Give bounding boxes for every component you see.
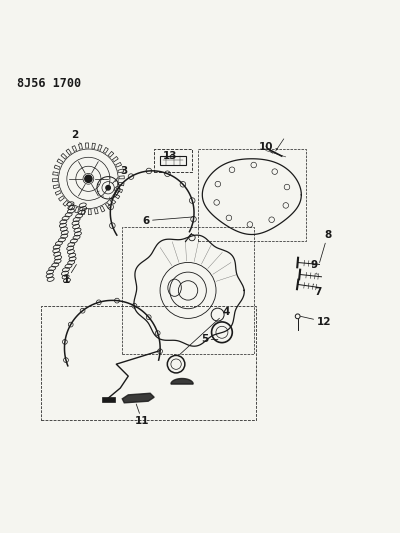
Text: 8J56 1700: 8J56 1700	[17, 77, 81, 90]
Text: 2: 2	[71, 130, 80, 144]
Text: 13: 13	[163, 151, 177, 160]
Text: 12: 12	[300, 316, 331, 327]
Bar	[102, 397, 115, 402]
Text: 8: 8	[320, 230, 331, 263]
Text: 1: 1	[63, 264, 76, 286]
Polygon shape	[171, 378, 193, 384]
Text: 4: 4	[180, 308, 230, 354]
Text: 9: 9	[310, 260, 317, 274]
Text: 11: 11	[135, 404, 150, 426]
Bar	[160, 156, 186, 165]
Text: 6: 6	[142, 216, 194, 225]
Text: 5: 5	[201, 334, 218, 344]
Text: 3: 3	[112, 166, 128, 184]
Text: 10: 10	[258, 142, 278, 152]
Circle shape	[106, 185, 110, 190]
Text: 7: 7	[314, 285, 321, 297]
Polygon shape	[122, 393, 154, 403]
Circle shape	[85, 175, 92, 182]
